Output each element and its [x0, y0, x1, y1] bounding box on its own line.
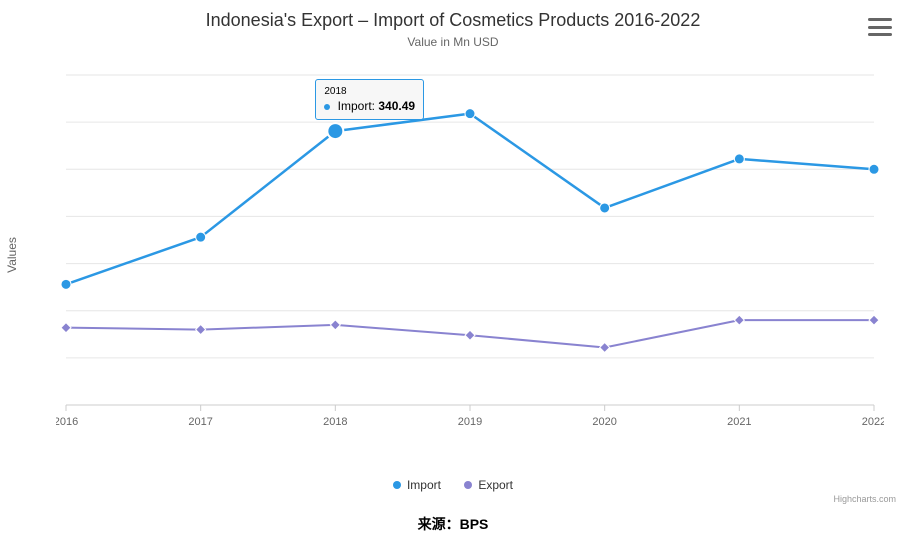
hamburger-icon: [868, 18, 892, 21]
legend-marker-import: [393, 481, 401, 489]
svg-text:2021: 2021: [727, 416, 751, 428]
chart-title: Indonesia's Export – Import of Cosmetics…: [0, 0, 906, 31]
svg-text:2019: 2019: [458, 416, 482, 428]
y-axis-title: Values: [5, 237, 19, 273]
chart-container: Indonesia's Export – Import of Cosmetics…: [0, 0, 906, 510]
chart-svg: 5010015020025030035040020162017201820192…: [56, 65, 884, 435]
svg-text:2018: 2018: [323, 416, 347, 428]
chart-credits[interactable]: Highcharts.com: [833, 494, 896, 504]
legend-item-import[interactable]: Import: [393, 478, 441, 492]
legend-label-export: Export: [478, 478, 513, 492]
plot-area: 5010015020025030035040020162017201820192…: [56, 65, 884, 435]
svg-text:2017: 2017: [188, 416, 212, 428]
legend-label-import: Import: [407, 478, 441, 492]
legend-marker-export: [464, 481, 472, 489]
svg-text:2020: 2020: [592, 416, 616, 428]
chart-subtitle: Value in Mn USD: [0, 31, 906, 49]
chart-menu-button[interactable]: [868, 16, 892, 38]
chart-legend: Import Export: [0, 478, 906, 492]
svg-text:2016: 2016: [56, 416, 78, 428]
svg-text:2022: 2022: [862, 416, 884, 428]
legend-item-export[interactable]: Export: [464, 478, 513, 492]
source-attribution: 来源：BPS: [0, 514, 906, 534]
